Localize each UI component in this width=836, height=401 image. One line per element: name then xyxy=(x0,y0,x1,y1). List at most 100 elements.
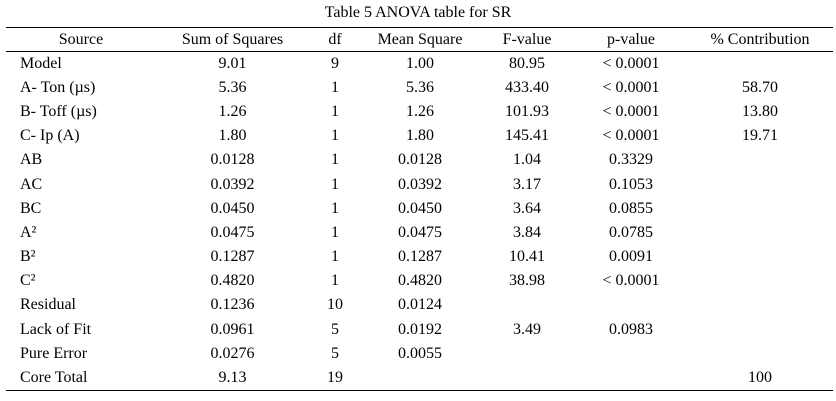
table-body: Model 9.01 9 1.00 80.95 < 0.0001 A- Ton (µs) 5.… xyxy=(6,52,833,391)
cell-f-value: 3.84 xyxy=(513,223,541,241)
cell-mean-square: 5.36 xyxy=(406,78,434,96)
cell-contribution xyxy=(687,221,833,245)
table-row: A- Ton (µs) 5.36 1 5.36 433.40 < 0.0001 58.70 xyxy=(6,76,833,100)
cell-sum-of-squares: 9.01 xyxy=(218,54,247,72)
table-row: C² 0.4820 1 0.4820 38.98 < 0.0001 xyxy=(6,269,833,293)
cell-sum-of-squares: 0.1236 xyxy=(210,296,255,314)
cell-source: C² xyxy=(20,272,36,290)
cell-p-value: < 0.0001 xyxy=(602,102,660,120)
cell-contribution xyxy=(687,245,833,269)
cell-sum-of-squares: 0.0276 xyxy=(210,344,255,362)
cell-f-value: 3.17 xyxy=(513,175,541,193)
cell-p-value xyxy=(575,365,687,391)
cell-source: Model xyxy=(20,54,62,72)
table-row: C- Ip (A) 1.80 1 1.80 145.41 < 0.0001 19.71 xyxy=(6,124,833,148)
cell-f-value: 38.98 xyxy=(509,272,545,290)
header-f-value: F-value xyxy=(479,27,575,52)
table-row: AC 0.0392 1 0.0392 3.17 0.1053 xyxy=(6,172,833,196)
cell-source: AC xyxy=(20,175,43,193)
table-row: A² 0.0475 1 0.0475 3.84 0.0785 xyxy=(6,221,833,245)
cell-source: Residual xyxy=(20,296,76,314)
cell-sum-of-squares: 0.0128 xyxy=(210,151,255,169)
cell-p-value: 0.0785 xyxy=(609,223,653,241)
header-mean-square: Mean Square xyxy=(361,27,479,52)
cell-contribution: 100 xyxy=(687,365,833,391)
header-df: df xyxy=(309,27,361,52)
cell-source: AB xyxy=(20,151,43,169)
cell-sum-of-squares: 9.13 xyxy=(156,365,309,391)
cell-source: A² xyxy=(20,223,37,241)
cell-df: 1 xyxy=(331,78,339,96)
table-row: Residual 0.1236 10 0.0124 xyxy=(6,293,833,317)
cell-contribution xyxy=(687,269,833,293)
cell-df: 10 xyxy=(327,296,343,314)
table-row: Model 9.01 9 1.00 80.95 < 0.0001 xyxy=(6,52,833,76)
cell-contribution xyxy=(687,172,833,196)
cell-f-value: 10.41 xyxy=(509,248,545,266)
cell-mean-square: 0.4820 xyxy=(398,272,442,290)
cell-mean-square: 0.0475 xyxy=(398,223,442,241)
cell-df: 1 xyxy=(331,102,339,120)
cell-sum-of-squares: 0.0450 xyxy=(210,199,255,217)
cell-p-value: < 0.0001 xyxy=(602,78,660,96)
cell-df: 1 xyxy=(331,175,339,193)
cell-contribution xyxy=(687,293,833,317)
cell-df: 1 xyxy=(331,151,339,169)
cell-f-value: 1.04 xyxy=(513,151,541,169)
cell-sum-of-squares: 5.36 xyxy=(218,78,247,96)
cell-contribution: 58.70 xyxy=(742,78,778,96)
cell-p-value: 0.0855 xyxy=(609,199,653,217)
cell-source: B- Toff (µs) xyxy=(20,102,97,120)
cell-mean-square: 0.0392 xyxy=(398,175,442,193)
header-row: Source Sum of Squares df Mean Square F-v… xyxy=(6,27,833,52)
cell-df: 1 xyxy=(331,272,339,290)
cell-df: 1 xyxy=(331,127,339,145)
table-row: Core Total 9.13 19 100 xyxy=(6,365,833,391)
cell-p-value xyxy=(575,342,687,366)
table-header: Source Sum of Squares df Mean Square F-v… xyxy=(6,27,833,52)
cell-f-value: 433.40 xyxy=(505,78,549,96)
cell-mean-square: 0.0055 xyxy=(398,344,442,362)
cell-sum-of-squares: 0.0475 xyxy=(210,223,255,241)
cell-mean-square: 0.0192 xyxy=(398,320,442,338)
cell-p-value xyxy=(575,293,687,317)
cell-p-value: 0.0091 xyxy=(609,248,653,266)
table-row: Pure Error 0.0276 5 0.0055 xyxy=(6,342,833,366)
cell-mean-square: 1.80 xyxy=(406,127,434,145)
cell-mean-square: 0.1287 xyxy=(398,248,442,266)
cell-mean-square: 0.0128 xyxy=(398,151,442,169)
cell-source: Core Total xyxy=(6,365,156,391)
cell-sum-of-squares: 0.0961 xyxy=(210,320,255,338)
anova-table: Source Sum of Squares df Mean Square F-v… xyxy=(6,27,833,391)
cell-mean-square: 1.26 xyxy=(406,102,434,120)
cell-f-value xyxy=(479,342,575,366)
cell-contribution xyxy=(687,52,833,76)
cell-p-value: < 0.0001 xyxy=(602,272,660,290)
cell-f-value: 3.49 xyxy=(513,320,541,338)
cell-df: 1 xyxy=(331,223,339,241)
cell-contribution xyxy=(687,148,833,172)
cell-contribution: 19.71 xyxy=(742,127,778,145)
cell-p-value: 0.3329 xyxy=(609,151,653,169)
header-contribution: % Contribution xyxy=(687,27,833,52)
cell-source: B² xyxy=(20,248,36,266)
table-row: B- Toff (µs) 1.26 1 1.26 101.93 < 0.0001 13.80 xyxy=(6,100,833,124)
cell-f-value xyxy=(479,293,575,317)
table-caption: Table 5 ANOVA table for SR xyxy=(324,4,512,21)
header-p-value: p-value xyxy=(575,27,687,52)
cell-sum-of-squares: 1.26 xyxy=(218,102,247,120)
cell-p-value: 0.1053 xyxy=(609,175,653,193)
cell-df: 5 xyxy=(331,344,339,362)
cell-df: 19 xyxy=(309,365,361,391)
cell-sum-of-squares: 0.4820 xyxy=(210,272,255,290)
table-row: B² 0.1287 1 0.1287 10.41 0.0091 xyxy=(6,245,833,269)
cell-sum-of-squares: 0.0392 xyxy=(210,175,255,193)
cell-contribution xyxy=(687,342,833,366)
table-row: BC 0.0450 1 0.0450 3.64 0.0855 xyxy=(6,197,833,221)
cell-sum-of-squares: 1.80 xyxy=(218,127,247,145)
cell-df: 1 xyxy=(331,248,339,266)
cell-f-value: 80.95 xyxy=(509,54,545,72)
cell-contribution xyxy=(687,318,833,342)
cell-f-value: 101.93 xyxy=(505,102,549,120)
